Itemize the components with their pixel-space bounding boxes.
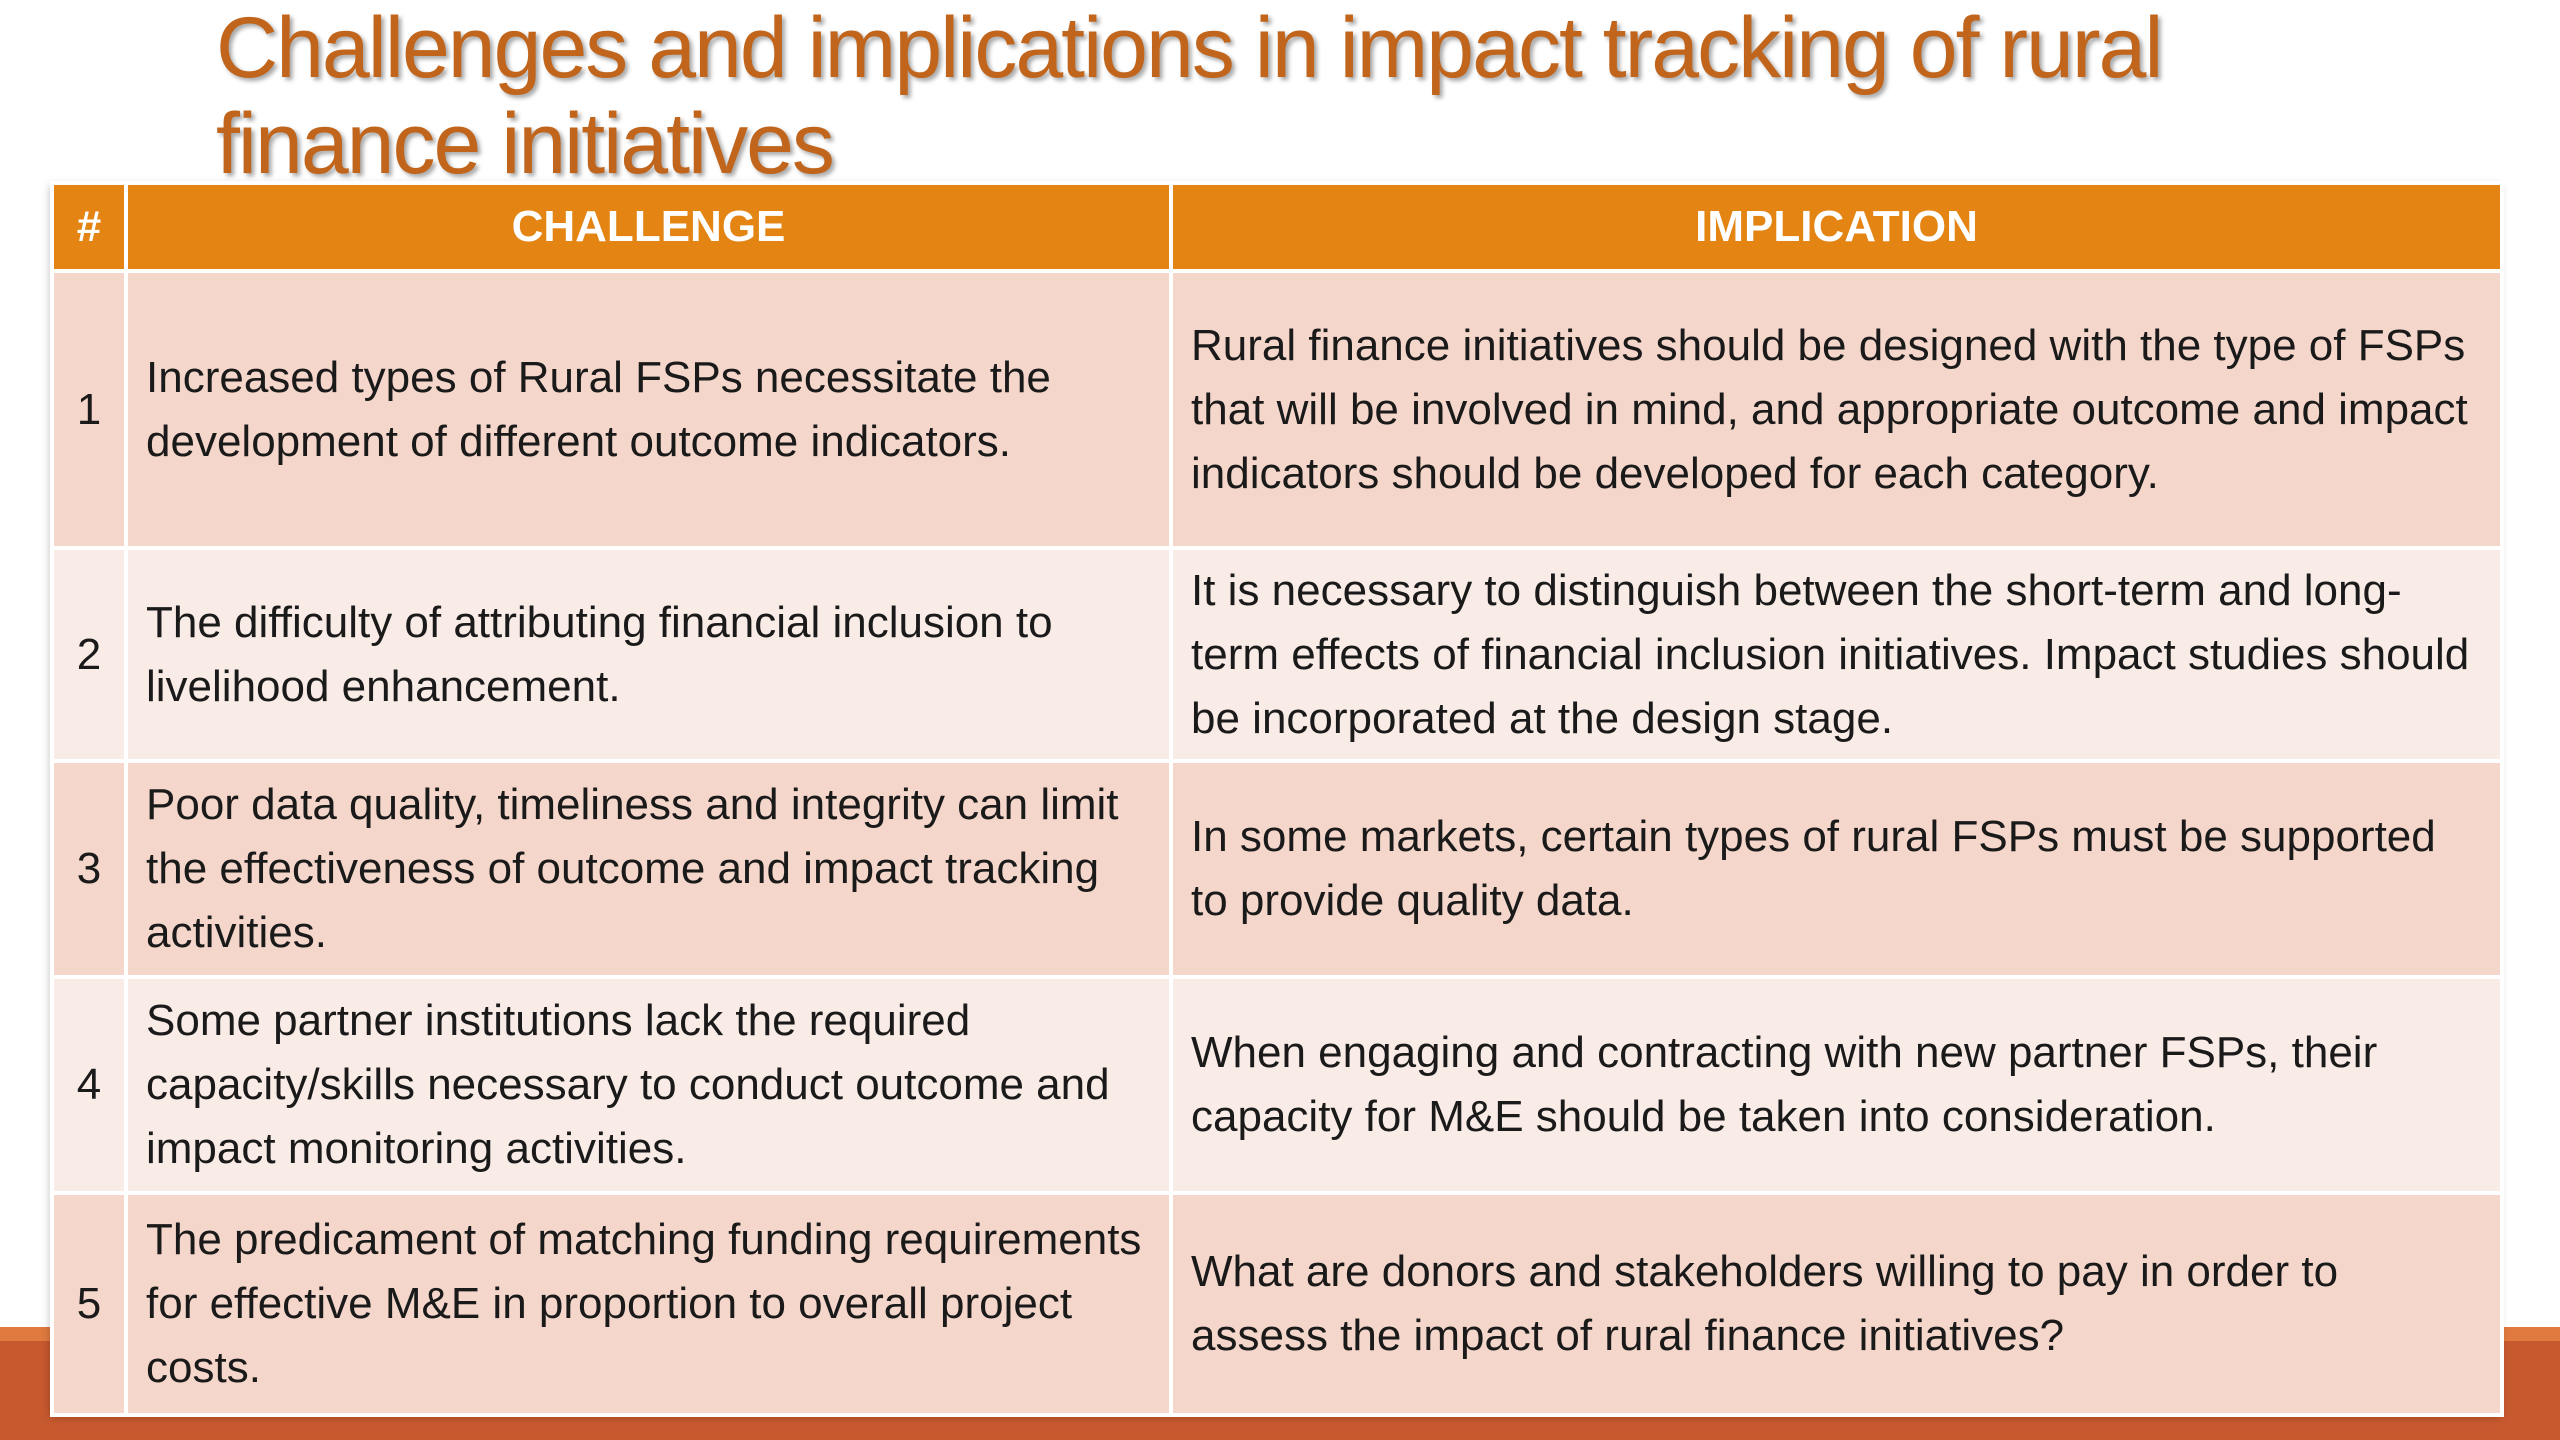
- table-header-row: # CHALLENGE IMPLICATION: [50, 181, 2504, 273]
- implication-cell: Rural finance initiatives should be desi…: [1169, 269, 2504, 550]
- table-row: 5 The predicament of matching funding re…: [50, 1191, 2504, 1417]
- slide-title: Challenges and implications in impact tr…: [216, 0, 2163, 192]
- row-number: 1: [50, 269, 128, 550]
- table-row: 4 Some partner institutions lack the req…: [50, 975, 2504, 1195]
- challenges-table-container: # CHALLENGE IMPLICATION 1 Increased type…: [50, 181, 2504, 1417]
- table-row: 2 The difficulty of attributing financia…: [50, 546, 2504, 763]
- challenges-table: # CHALLENGE IMPLICATION 1 Increased type…: [50, 181, 2504, 1417]
- row-number: 2: [50, 546, 128, 763]
- challenge-cell: The difficulty of attributing financial …: [124, 546, 1173, 763]
- header-implication: IMPLICATION: [1169, 181, 2504, 273]
- row-number: 5: [50, 1191, 128, 1417]
- challenge-cell: Increased types of Rural FSPs necessitat…: [124, 269, 1173, 550]
- implication-cell: In some markets, certain types of rural …: [1169, 759, 2504, 979]
- table-row: 3 Poor data quality, timeliness and inte…: [50, 759, 2504, 979]
- header-challenge: CHALLENGE: [124, 181, 1173, 273]
- challenge-cell: The predicament of matching funding requ…: [124, 1191, 1173, 1417]
- implication-cell: When engaging and contracting with new p…: [1169, 975, 2504, 1195]
- implication-cell: What are donors and stakeholders willing…: [1169, 1191, 2504, 1417]
- challenge-cell: Some partner institutions lack the requi…: [124, 975, 1173, 1195]
- header-number: #: [50, 181, 128, 273]
- row-number: 3: [50, 759, 128, 979]
- challenge-cell: Poor data quality, timeliness and integr…: [124, 759, 1173, 979]
- implication-cell: It is necessary to distinguish between t…: [1169, 546, 2504, 763]
- row-number: 4: [50, 975, 128, 1195]
- table-row: 1 Increased types of Rural FSPs necessit…: [50, 269, 2504, 550]
